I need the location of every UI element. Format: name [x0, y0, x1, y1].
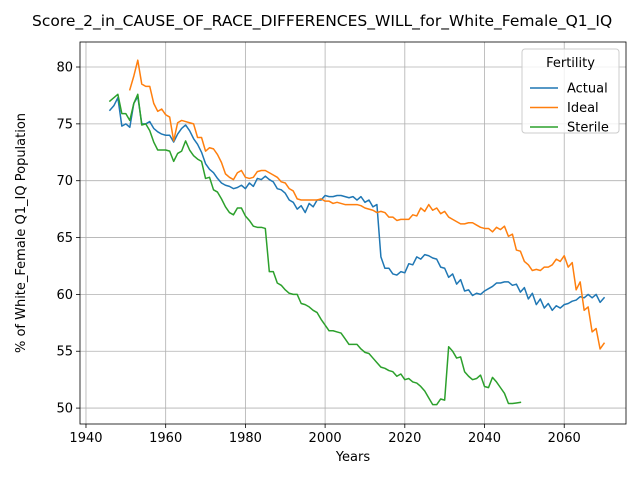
y-axis: 50 55 60 65 70 75 80	[56, 61, 80, 417]
x-axis: 1940 1960 1980 2000 2020 2040 2060	[69, 424, 581, 446]
y-tick-label: 65	[56, 231, 73, 246]
y-tick-label: 80	[56, 61, 73, 76]
series-group	[108, 59, 606, 406]
chart-title: Score_2_in_CAUSE_OF_RACE_DIFFERENCES_WIL…	[32, 12, 612, 31]
x-tick-label: 2020	[388, 431, 421, 446]
y-tick-label: 50	[56, 402, 73, 417]
legend-box	[521, 48, 620, 134]
plot-frame	[79, 41, 627, 425]
x-tick-label: 1940	[69, 431, 102, 446]
x-tick-label: 2040	[468, 431, 501, 446]
legend-label-sterile: Sterile	[567, 121, 609, 136]
y-tick-label: 70	[56, 174, 73, 189]
legend-label-actual: Actual	[567, 82, 608, 97]
y-tick-label: 75	[56, 117, 73, 132]
y-tick-label: 60	[56, 288, 73, 303]
x-tick-label: 1960	[149, 431, 182, 446]
x-tick-label: 2000	[309, 431, 342, 446]
series-line-actual	[108, 95, 606, 312]
series-line-sterile	[108, 93, 522, 406]
series-line-ideal	[128, 59, 606, 350]
legend: Fertility Actual Ideal Sterile	[521, 48, 620, 136]
x-tick-label: 2060	[548, 431, 581, 446]
y-axis-label: % of White_Female Q1_IQ Population	[14, 113, 29, 353]
legend-title: Fertility	[546, 56, 595, 71]
x-tick-label: 1980	[229, 431, 262, 446]
y-tick-label: 55	[56, 345, 73, 360]
x-axis-label: Years	[335, 450, 371, 465]
legend-label-ideal: Ideal	[567, 101, 599, 116]
